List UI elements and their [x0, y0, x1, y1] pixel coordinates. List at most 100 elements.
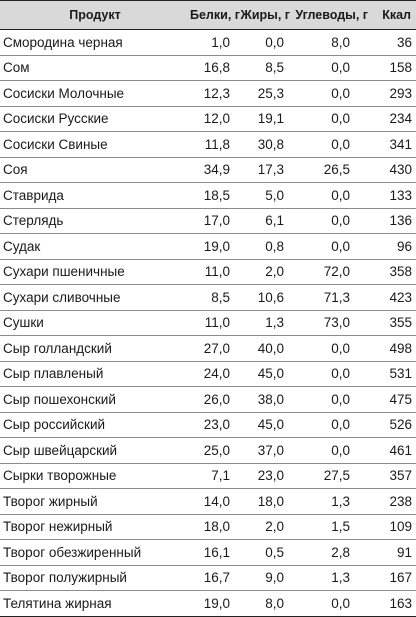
cell-product: Творог полужирный	[0, 565, 190, 591]
header-protein: Белки, г	[190, 0, 240, 30]
cell-carbs: 0,0	[294, 182, 372, 209]
cell-protein: 16,8	[190, 55, 240, 81]
table-row: Творог нежирный 18,0 2,0 1,5 109	[0, 514, 416, 540]
table-row: Сыр голландский 27,0 40,0 0,0 498	[0, 335, 416, 362]
cell-carbs: 1,3	[294, 565, 372, 591]
table-row: Сухари сливочные 8,5 10,6 71,3 423	[0, 284, 416, 311]
table-row: Сом 16,8 8,5 0,0 158	[0, 55, 416, 81]
cell-protein: 12,0	[190, 106, 240, 132]
cell-fat: 19,1	[240, 106, 294, 132]
cell-product: Сосиски Молочные	[0, 80, 190, 107]
cell-fat: 0,0	[240, 29, 294, 56]
cell-kcal: 136	[372, 208, 416, 234]
cell-fat: 5,0	[240, 182, 294, 209]
cell-protein: 23,0	[190, 412, 240, 438]
cell-kcal: 36	[372, 29, 416, 56]
header-product: Продукт	[0, 0, 190, 30]
cell-fat: 45,0	[240, 361, 294, 387]
cell-product: Сухари сливочные	[0, 284, 190, 311]
table-header: Продукт Белки, г Жиры, г Углеводы, г Кка…	[0, 0, 416, 30]
cell-product: Творог жирный	[0, 488, 190, 515]
cell-protein: 19,0	[190, 233, 240, 260]
cell-fat: 10,6	[240, 284, 294, 311]
cell-protein: 16,1	[190, 539, 240, 566]
table-row: Судак 19,0 0,8 0,0 96	[0, 233, 416, 260]
cell-fat: 1,3	[240, 310, 294, 336]
cell-fat: 2,0	[240, 259, 294, 285]
table-row: Сыр российский 23,0 45,0 0,0 526	[0, 412, 416, 438]
cell-carbs: 73,0	[294, 310, 372, 336]
header-row: Продукт Белки, г Жиры, г Углеводы, г Кка…	[0, 0, 416, 30]
table-row: Сыр плавленый 24,0 45,0 0,0 531	[0, 361, 416, 387]
table-row: Стерлядь 17,0 6,1 0,0 136	[0, 208, 416, 234]
cell-fat: 8,5	[240, 55, 294, 81]
cell-fat: 18,0	[240, 488, 294, 515]
cell-fat: 0,5	[240, 539, 294, 566]
cell-product: Сосиски Свиные	[0, 131, 190, 158]
cell-protein: 16,7	[190, 565, 240, 591]
cell-product: Соя	[0, 157, 190, 183]
table-row: Сыр пошехонский 26,0 38,0 0,0 475	[0, 386, 416, 413]
cell-product: Сыр пошехонский	[0, 386, 190, 413]
header-kcal: Ккал	[372, 0, 416, 30]
cell-protein: 17,0	[190, 208, 240, 234]
cell-carbs: 8,0	[294, 29, 372, 56]
cell-product: Сыр швейцарский	[0, 437, 190, 464]
cell-product: Телятина жирная	[0, 590, 190, 617]
table-row: Сосиски Русские 12,0 19,1 0,0 234	[0, 106, 416, 132]
cell-kcal: 526	[372, 412, 416, 438]
cell-kcal: 357	[372, 463, 416, 489]
cell-protein: 11,0	[190, 259, 240, 285]
cell-product: Сухари пшеничные	[0, 259, 190, 285]
cell-protein: 26,0	[190, 386, 240, 413]
cell-kcal: 461	[372, 437, 416, 464]
cell-kcal: 355	[372, 310, 416, 336]
cell-protein: 27,0	[190, 335, 240, 362]
cell-kcal: 96	[372, 233, 416, 260]
cell-protein: 34,9	[190, 157, 240, 183]
cell-fat: 6,1	[240, 208, 294, 234]
cell-carbs: 1,3	[294, 488, 372, 515]
table-row: Творог обезжиренный 16,1 0,5 2,8 91	[0, 539, 416, 566]
cell-product: Сом	[0, 55, 190, 81]
cell-kcal: 133	[372, 182, 416, 209]
cell-protein: 1,0	[190, 29, 240, 56]
cell-protein: 19,0	[190, 590, 240, 617]
cell-carbs: 0,0	[294, 335, 372, 362]
table-row: Творог жирный 14,0 18,0 1,3 238	[0, 488, 416, 515]
cell-kcal: 109	[372, 514, 416, 540]
cell-carbs: 0,0	[294, 361, 372, 387]
cell-fat: 45,0	[240, 412, 294, 438]
cell-carbs: 0,0	[294, 590, 372, 617]
cell-carbs: 0,0	[294, 55, 372, 81]
cell-product: Смородина черная	[0, 29, 190, 56]
cell-kcal: 430	[372, 157, 416, 183]
cell-kcal: 91	[372, 539, 416, 566]
cell-kcal: 163	[372, 590, 416, 617]
cell-protein: 18,0	[190, 514, 240, 540]
cell-fat: 2,0	[240, 514, 294, 540]
table-row: Телятина жирная 19,0 8,0 0,0 163	[0, 590, 416, 617]
cell-protein: 11,0	[190, 310, 240, 336]
cell-carbs: 0,0	[294, 412, 372, 438]
table-row: Сырки творожные 7,1 23,0 27,5 357	[0, 463, 416, 489]
cell-kcal: 341	[372, 131, 416, 158]
cell-carbs: 1,5	[294, 514, 372, 540]
cell-kcal: 158	[372, 55, 416, 81]
cell-product: Ставрида	[0, 182, 190, 209]
cell-protein: 8,5	[190, 284, 240, 311]
cell-fat: 17,3	[240, 157, 294, 183]
cell-carbs: 0,0	[294, 131, 372, 158]
table-row: Сосиски Свиные 11,8 30,8 0,0 341	[0, 131, 416, 158]
cell-kcal: 293	[372, 80, 416, 107]
table-row: Смородина черная 1,0 0,0 8,0 36	[0, 29, 416, 56]
cell-carbs: 0,0	[294, 208, 372, 234]
header-carbs: Углеводы, г	[294, 0, 372, 30]
cell-carbs: 0,0	[294, 233, 372, 260]
cell-carbs: 0,0	[294, 80, 372, 107]
cell-carbs: 0,0	[294, 386, 372, 413]
cell-protein: 7,1	[190, 463, 240, 489]
cell-protein: 18,5	[190, 182, 240, 209]
